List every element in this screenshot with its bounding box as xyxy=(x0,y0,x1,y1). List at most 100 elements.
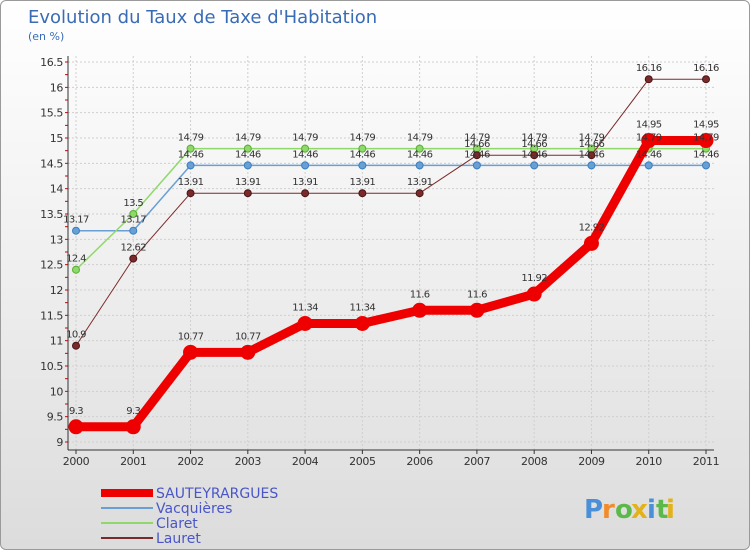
data-point-lauret xyxy=(415,189,424,198)
data-label-claret: 14.79 xyxy=(235,133,261,144)
data-point-lauret xyxy=(644,75,653,84)
data-point-vacquières xyxy=(129,226,138,235)
y-tick-label: 13 xyxy=(50,233,64,246)
y-axis-unit: (en %) xyxy=(28,30,65,43)
x-tick-label: 2004 xyxy=(292,455,319,468)
brand-letter: t xyxy=(656,495,668,525)
data-label-sauteyrargues: 12.92 xyxy=(579,222,605,233)
data-label-claret: 14.79 xyxy=(178,133,204,144)
y-tick-label: 12 xyxy=(50,284,63,297)
data-label-claret: 14.79 xyxy=(464,133,490,144)
data-label-sauteyrargues: 9.3 xyxy=(69,406,83,417)
data-point-lauret xyxy=(301,189,310,198)
data-label-claret: 14.79 xyxy=(579,133,605,144)
brand-letter: i xyxy=(666,495,675,525)
data-label-vacquières: 13.17 xyxy=(63,215,89,226)
data-label-vacquières: 14.46 xyxy=(579,149,605,160)
data-point-vacquières xyxy=(186,161,195,170)
data-point-claret xyxy=(415,144,424,153)
data-point-lauret xyxy=(186,189,195,198)
data-label-lauret: 14.66 xyxy=(464,139,490,150)
y-tick-label: 15.5 xyxy=(40,107,63,120)
data-point-vacquières xyxy=(472,161,481,170)
data-label-vacquières: 14.46 xyxy=(350,149,376,160)
y-tick-label: 15 xyxy=(50,132,64,145)
brand-letter: i xyxy=(647,495,656,525)
data-point-lauret xyxy=(243,189,252,198)
data-point-claret xyxy=(129,210,138,218)
data-label-vacquières: 14.46 xyxy=(636,149,662,160)
y-tick-label: 16.5 xyxy=(40,56,63,69)
chart-title: Evolution du Taux de Taxe d'Habitation xyxy=(28,7,378,28)
data-label-lauret: 16.16 xyxy=(636,63,662,74)
x-tick-label: 2008 xyxy=(521,455,548,468)
data-label-lauret: 10.9 xyxy=(66,330,86,341)
data-label-sauteyrargues: 10.77 xyxy=(235,331,261,342)
x-tick-label: 2000 xyxy=(63,455,90,468)
data-label-lauret: 13.91 xyxy=(350,177,376,188)
data-label-claret: 14.79 xyxy=(292,133,318,144)
data-point-vacquières xyxy=(301,161,310,170)
x-tick-label: 2003 xyxy=(235,455,262,468)
x-tick-label: 2001 xyxy=(120,455,146,468)
data-point-sauteyrargues xyxy=(469,302,485,318)
data-label-sauteyrargues: 14.95 xyxy=(636,120,662,131)
y-tick-label: 9 xyxy=(56,436,63,449)
legend-label-sauteyrargues: SAUTEYRARGUES xyxy=(156,486,278,502)
data-point-sauteyrargues xyxy=(698,133,714,149)
data-point-sauteyrargues xyxy=(412,302,428,318)
data-label-claret: 13.5 xyxy=(123,198,143,209)
legend-label-lauret: Lauret xyxy=(156,531,201,547)
gridlines xyxy=(68,56,714,450)
data-point-lauret xyxy=(129,254,138,263)
y-tick-label: 11 xyxy=(50,335,63,348)
y-tick-label: 10.5 xyxy=(40,360,63,373)
data-label-vacquières: 13.17 xyxy=(120,215,146,226)
data-label-sauteyrargues: 11.6 xyxy=(410,289,430,300)
data-point-sauteyrargues xyxy=(583,235,599,251)
data-label-lauret: 14.66 xyxy=(521,139,547,150)
axes: 9 9.5 10 10.5 11 11.5 12 12.5 13 13.5 14 14.5 15 15.5… xyxy=(40,56,720,468)
series-line-vacquières xyxy=(75,164,707,232)
data-point-lauret xyxy=(72,341,80,350)
data-point-vacquières xyxy=(72,226,80,235)
brand-letter: o xyxy=(615,495,633,525)
data-label-claret: 14.79 xyxy=(521,133,547,144)
data-label-lauret: 13.91 xyxy=(235,177,261,188)
y-tick-label: 10 xyxy=(50,385,64,398)
data-label-sauteyrargues: 11.92 xyxy=(521,273,547,284)
data-point-vacquières xyxy=(358,161,367,170)
data-point-vacquières xyxy=(415,161,424,170)
data-label-vacquières: 14.46 xyxy=(464,149,490,160)
data-point-vacquières xyxy=(243,161,252,170)
data-point-claret xyxy=(186,144,195,153)
data-label-sauteyrargues: 10.77 xyxy=(178,331,204,342)
data-label-sauteyrargues: 9.3 xyxy=(126,406,140,417)
x-tick-label: 2010 xyxy=(636,455,663,468)
data-label-vacquières: 14.46 xyxy=(235,149,261,160)
data-label-lauret: 12.62 xyxy=(120,243,146,254)
data-label-sauteyrargues: 11.6 xyxy=(467,289,487,300)
brand-letter: x xyxy=(631,495,648,525)
data-point-lauret xyxy=(702,75,710,84)
data-point-sauteyrargues xyxy=(68,419,84,435)
data-point-claret xyxy=(301,144,310,153)
data-point-sauteyrargues xyxy=(297,315,313,331)
data-label-sauteyrargues: 11.34 xyxy=(350,302,376,313)
x-tick-label: 2009 xyxy=(578,455,605,468)
data-point-sauteyrargues xyxy=(641,133,657,149)
data-point-sauteyrargues xyxy=(526,286,542,302)
data-label-claret: 12.4 xyxy=(66,254,86,265)
y-tick-label: 14 xyxy=(50,183,64,196)
data-label-lauret: 16.16 xyxy=(693,63,719,74)
data-label-claret: 14.79 xyxy=(407,133,433,144)
data-label-sauteyrargues: 11.34 xyxy=(292,302,318,313)
series-line-lauret xyxy=(75,78,707,347)
data-label-vacquières: 14.46 xyxy=(178,149,204,160)
y-tick-label: 16 xyxy=(50,81,64,94)
data-point-sauteyrargues xyxy=(240,344,256,360)
data-point-vacquières xyxy=(644,161,653,170)
data-point-claret xyxy=(243,144,252,153)
